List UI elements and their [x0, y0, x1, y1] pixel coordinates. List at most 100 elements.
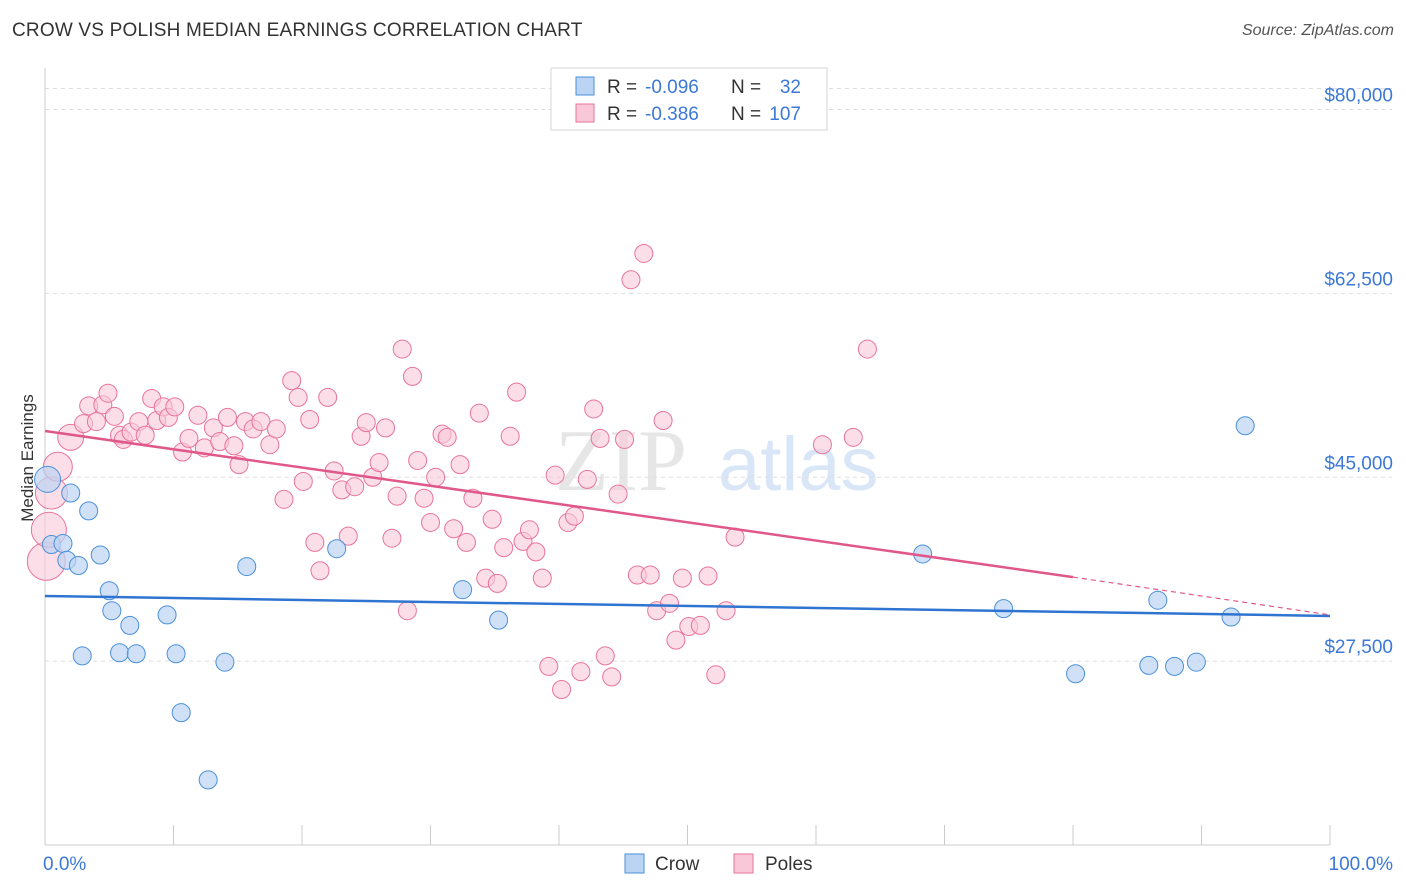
poles-point	[532, 568, 552, 588]
poles-point	[179, 428, 199, 448]
poles-point	[408, 450, 428, 470]
poles-point	[382, 528, 402, 548]
legend-crow-r-value: -0.096	[645, 77, 699, 98]
watermark: ZIP atlas	[555, 413, 879, 510]
crow-point	[61, 483, 81, 503]
crow-point	[79, 501, 99, 521]
poles-point	[595, 646, 615, 666]
legend-poles-n-value: 107	[769, 104, 801, 125]
poles-point	[266, 419, 286, 439]
crow-trend-line	[44, 594, 1331, 618]
crow-point	[489, 610, 509, 630]
poles-point	[165, 397, 185, 417]
legend-crow-r-label: R =	[607, 77, 637, 98]
poles-point	[318, 387, 338, 407]
poles-point	[698, 566, 718, 586]
crow-point	[1221, 607, 1241, 627]
poles-point	[217, 407, 237, 427]
poles-point	[403, 366, 423, 386]
y-tick-label: $27,500	[1324, 637, 1393, 658]
poles-point	[608, 484, 628, 504]
poles-point	[640, 565, 660, 585]
bottom-legend-poles-swatch	[733, 853, 754, 874]
poles-point	[564, 506, 584, 526]
crow-point	[215, 652, 235, 672]
crow-point	[90, 545, 110, 565]
poles-point	[300, 409, 320, 429]
poles-point	[282, 371, 302, 391]
source-credit: Source: ZipAtlas.com	[1241, 22, 1394, 39]
poles-point	[310, 561, 330, 581]
poles-point	[104, 406, 124, 426]
poles-point	[812, 435, 832, 455]
crow-point	[166, 644, 186, 664]
poles-trend-line	[44, 429, 1074, 579]
correlation-legend: R = -0.096 N = 32 R = -0.386 N = 107	[550, 67, 828, 131]
poles-point	[251, 412, 271, 432]
legend-poles-r-label: R =	[607, 104, 637, 125]
poles-point	[590, 428, 610, 448]
poles-point	[494, 538, 514, 558]
x-tick-label: 0.0%	[43, 854, 86, 875]
legend-poles-n-label: N =	[731, 104, 761, 125]
poles-point	[653, 411, 673, 431]
poles-point	[274, 489, 294, 509]
poles-point	[305, 532, 325, 552]
poles-point	[224, 436, 244, 456]
poles-point	[602, 667, 622, 687]
poles-point	[414, 488, 434, 508]
axes	[44, 68, 1331, 846]
crow-point	[171, 703, 191, 723]
poles-point	[456, 532, 476, 552]
poles-point	[716, 601, 736, 621]
crow-point	[1235, 416, 1255, 436]
poles-point	[690, 615, 710, 635]
legend-poles-r-value: -0.386	[645, 104, 699, 125]
bottom-legend-crow-label: Crow	[655, 854, 700, 875]
poles-point	[293, 471, 313, 491]
x-tick-label: 100.0%	[1329, 854, 1394, 875]
crow-point	[1148, 590, 1168, 610]
poles-point	[672, 568, 692, 588]
poles-point	[444, 519, 464, 539]
poles-point	[338, 526, 358, 546]
poles-point	[98, 383, 118, 403]
bottom-legend-crow-swatch	[624, 853, 645, 874]
poles-point	[188, 405, 208, 425]
crow-point	[327, 539, 347, 559]
crow-point	[126, 644, 146, 664]
poles-point	[857, 339, 877, 359]
y-tick-label: $80,000	[1324, 86, 1393, 107]
legend-crow-swatch	[575, 76, 595, 96]
x-tick-labels: 0.0% 100.0%	[43, 854, 1393, 875]
y-axis-label: Median Earnings	[18, 394, 37, 522]
crow-point	[237, 557, 257, 577]
poles-point	[86, 412, 106, 432]
y-tick-label: $45,000	[1324, 453, 1393, 474]
poles-point	[507, 382, 527, 402]
bottom-legend-poles-label: Poles	[765, 854, 813, 875]
poles-point	[487, 573, 507, 593]
crow-point	[110, 643, 130, 663]
poles-point	[615, 429, 635, 449]
poles-point	[397, 601, 417, 621]
poles-point	[539, 656, 559, 676]
chart-title: CROW VS POLISH MEDIAN EARNINGS CORRELATI…	[12, 20, 583, 41]
crow-point	[34, 465, 62, 493]
poles-point	[437, 427, 457, 447]
crow-point	[68, 556, 88, 576]
poles-point	[482, 509, 502, 529]
poles-point	[634, 243, 654, 263]
poles-point	[500, 426, 520, 446]
poles-point	[376, 418, 396, 438]
poles-point	[450, 455, 470, 475]
poles-point	[545, 465, 565, 485]
poles-point	[571, 662, 591, 682]
crow-point	[99, 581, 119, 601]
poles-point	[584, 399, 604, 419]
poles-point	[843, 427, 863, 447]
crow-point	[198, 770, 218, 790]
crow-point	[994, 599, 1014, 619]
poles-point	[660, 593, 680, 613]
crow-point	[102, 601, 122, 621]
